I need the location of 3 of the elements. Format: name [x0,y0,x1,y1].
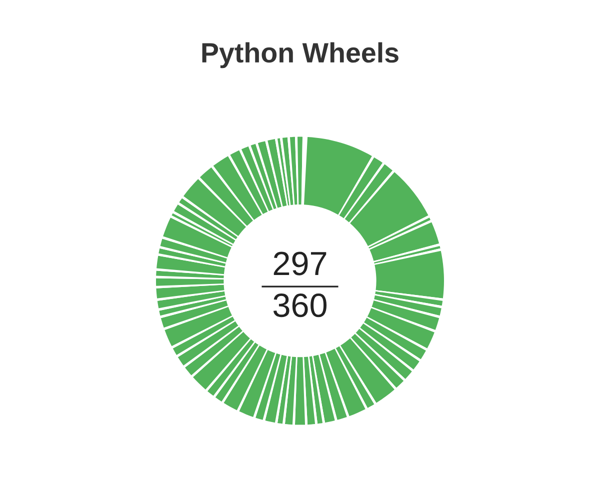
text: 297 [274,252,326,276]
chart-title: Python Wheels [202,42,398,68]
text: 360 [273,294,327,318]
